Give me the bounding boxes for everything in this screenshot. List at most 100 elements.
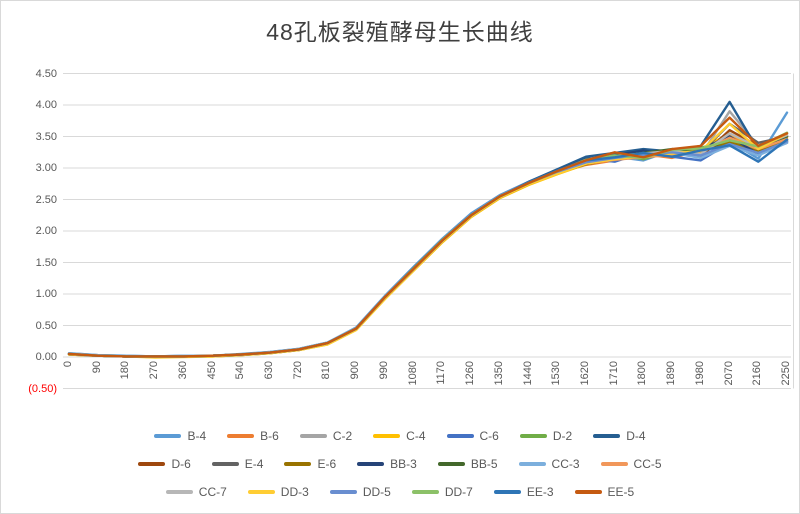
- legend-line-swatch: [518, 462, 546, 466]
- legend-line-swatch: [446, 434, 474, 438]
- y-tick-label: 1.00: [35, 288, 57, 300]
- y-tick-label: (0.50): [28, 382, 57, 395]
- legend-line-swatch: [593, 434, 621, 438]
- legend-label: D-6: [171, 457, 191, 471]
- legend-label: C-2: [332, 429, 353, 443]
- legend-line-swatch: [165, 490, 193, 494]
- legend-row: B-4 B-6 C-2 C-4 C-6 D-2 D-4: [1, 422, 799, 450]
- series-line-BB-5: [67, 135, 789, 358]
- x-tick-label: 270: [148, 361, 161, 380]
- legend-line-swatch: [373, 434, 401, 438]
- x-tick-label: 1080: [406, 361, 419, 386]
- legend-row: CC-7 DD-3 DD-5 DD-7 EE-3 EE-5: [1, 478, 799, 506]
- x-tick-label: 990: [377, 361, 390, 380]
- chart-title: 48孔板裂殖酵母生长曲线: [266, 19, 534, 45]
- legend-item-CC-5: CC-5: [600, 457, 662, 471]
- x-tick-label: 1620: [578, 361, 591, 386]
- x-tick-label: 630: [263, 361, 276, 380]
- x-tick-label: 180: [119, 361, 132, 380]
- y-tick-label: 2.00: [35, 225, 57, 237]
- x-tick-label: 1440: [521, 361, 534, 386]
- legend-item-DD-7: DD-7: [411, 485, 473, 499]
- y-tick-label: 4.00: [35, 99, 57, 111]
- legend-item-E-4: E-4: [211, 457, 263, 471]
- legend-line-swatch: [154, 434, 182, 438]
- series-line-C-6: [67, 138, 789, 358]
- legend-item-C-4: C-4: [373, 429, 426, 443]
- legend-item-EE-3: EE-3: [493, 485, 554, 499]
- legend-label: E-6: [317, 457, 337, 471]
- legend-item-B-4: B-4: [154, 429, 206, 443]
- legend-line-swatch: [299, 434, 327, 438]
- series-line-D-6: [67, 128, 789, 358]
- y-tick-label: 3.00: [35, 162, 57, 174]
- series-line-BB-3: [67, 135, 789, 358]
- legend-label: DD-7: [444, 485, 473, 499]
- series-line-EE-5: [67, 116, 789, 358]
- legend-item-D-2: D-2: [519, 429, 572, 443]
- legend-label: EE-3: [526, 485, 554, 499]
- y-tick-label: 0.50: [35, 319, 57, 332]
- x-tick-label: 2250: [780, 361, 792, 386]
- x-tick-label: 2160: [751, 361, 764, 386]
- legend-label: CC-7: [198, 485, 227, 499]
- series-line-DD-5: [67, 140, 789, 358]
- legend-item-C-2: C-2: [299, 429, 353, 443]
- legend-label: C-4: [406, 429, 426, 443]
- legend-line-swatch: [493, 490, 521, 494]
- x-tick-label: 360: [176, 361, 189, 380]
- legend-line-swatch: [574, 490, 602, 494]
- legend-label: CC-5: [633, 457, 662, 471]
- x-tick-label: 1890: [665, 361, 678, 386]
- y-tick-label: 1.50: [35, 256, 57, 269]
- legend-item-BB-5: BB-5: [437, 457, 498, 471]
- series-line-C-4: [67, 132, 789, 359]
- legend-item-BB-3: BB-3: [357, 457, 417, 471]
- x-tick-label: 1800: [636, 361, 649, 386]
- legend-item-D-4: D-4: [593, 429, 646, 443]
- series-line-EE-3: [67, 138, 789, 358]
- series-line-CC-3: [67, 141, 789, 358]
- legend-line-swatch: [411, 490, 439, 494]
- series-line-DD-7: [67, 131, 789, 358]
- legend-item-DD-3: DD-3: [247, 485, 309, 499]
- chart-legend: B-4 B-6 C-2 C-4 C-6 D-2 D-4 D-6 E-4 E-6 BB-3 BB-5 CC…: [1, 422, 799, 506]
- y-tick-label: 2.50: [35, 193, 57, 206]
- x-tick-label: 450: [205, 361, 218, 380]
- series-line-D-4: [67, 100, 789, 358]
- x-tick-label: 540: [234, 361, 247, 380]
- legend-label: CC-3: [551, 457, 580, 471]
- legend-line-swatch: [211, 462, 239, 466]
- legend-item-CC-7: CC-7: [165, 485, 227, 499]
- legend-label: DD-3: [280, 485, 309, 499]
- y-tick-label: 3.50: [35, 130, 57, 143]
- series-line-CC-5: [67, 136, 789, 358]
- legend-line-swatch: [437, 462, 465, 466]
- legend-item-EE-5: EE-5: [574, 485, 635, 499]
- series-line-E-6: [67, 139, 789, 359]
- x-tick-label: 720: [291, 361, 304, 380]
- legend-line-swatch: [227, 434, 255, 438]
- y-tick-label: 4.50: [35, 67, 57, 80]
- x-tick-label: 1260: [464, 361, 477, 386]
- legend-label: B-6: [260, 429, 279, 443]
- legend-row: D-6 E-4 E-6 BB-3 BB-5 CC-3 CC-5: [1, 450, 799, 478]
- legend-label: C-6: [479, 429, 499, 443]
- x-tick-label: 1170: [435, 361, 448, 385]
- legend-label: B-4: [187, 429, 207, 443]
- legend-label: EE-5: [607, 485, 635, 499]
- legend-line-swatch: [247, 490, 275, 494]
- x-tick-label: 1530: [550, 361, 563, 386]
- legend-line-swatch: [519, 434, 547, 438]
- legend-line-swatch: [329, 490, 357, 494]
- legend-line-swatch: [284, 462, 312, 466]
- legend-item-E-6: E-6: [284, 457, 336, 471]
- x-tick-label: 90: [90, 361, 103, 374]
- legend-item-DD-5: DD-5: [329, 485, 391, 499]
- legend-label: BB-5: [470, 457, 498, 471]
- y-tick-label: 0.00: [35, 351, 57, 363]
- legend-label: BB-3: [390, 457, 417, 471]
- x-tick-label: 900: [349, 361, 362, 380]
